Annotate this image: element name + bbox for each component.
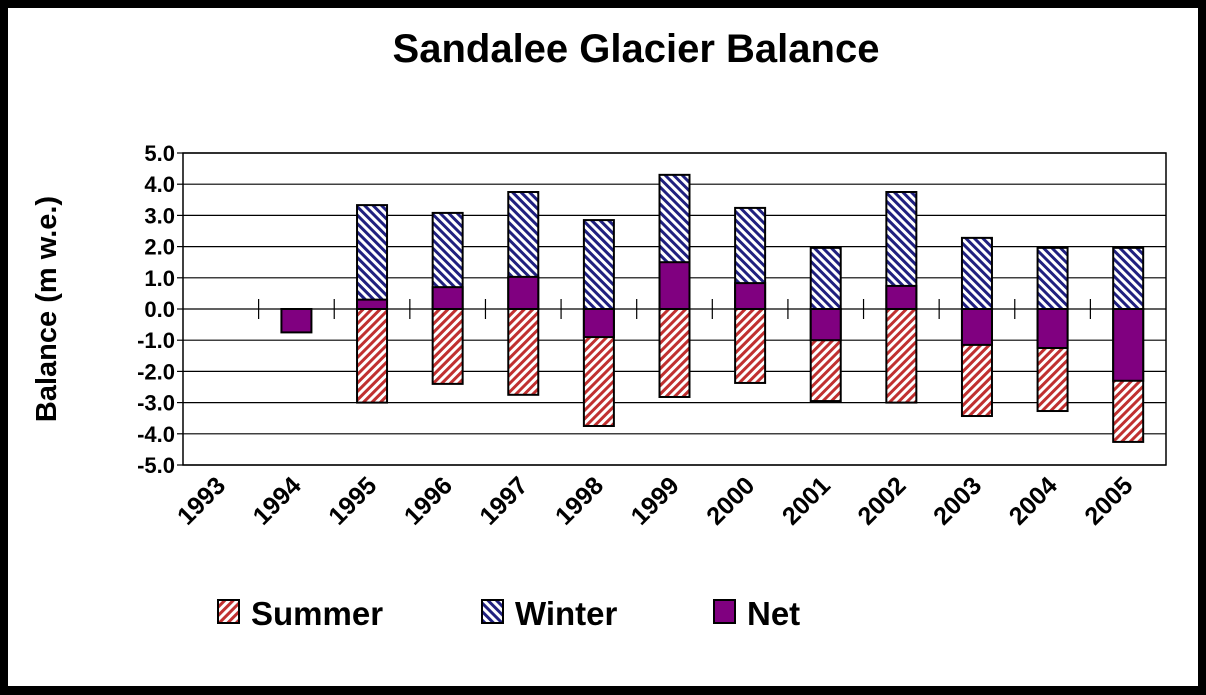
net-legend-label: Net — [747, 595, 800, 632]
net-bar — [507, 275, 540, 311]
y-tick-label: 1.0 — [144, 266, 175, 291]
winter-bar — [1112, 246, 1145, 311]
y-tick-label: 2.0 — [144, 235, 175, 260]
summer-bar — [507, 308, 540, 396]
summer-bar — [431, 308, 464, 385]
net-bar — [734, 282, 767, 311]
y-tick-label: 3.0 — [144, 203, 175, 228]
winter-legend-swatch — [481, 599, 504, 624]
y-tick-label: -4.0 — [137, 422, 175, 447]
winter-bar — [1036, 246, 1069, 311]
net-bar — [960, 308, 993, 346]
y-tick-label: -5.0 — [137, 453, 175, 478]
net-bar — [1036, 308, 1069, 349]
net-legend-swatch — [713, 599, 736, 624]
summer-bar — [734, 308, 767, 384]
summer-legend-label: Summer — [251, 595, 383, 632]
chart-title: Sandalee Glacier Balance — [393, 27, 880, 71]
winter-bar — [960, 236, 993, 310]
summer-bar — [356, 308, 389, 404]
net-bar — [356, 298, 389, 311]
net-bar — [431, 286, 464, 311]
net-bar — [582, 308, 615, 339]
y-tick-label: -1.0 — [137, 328, 175, 353]
y-tick-label: 4.0 — [144, 172, 175, 197]
net-bar — [280, 308, 313, 334]
y-tick-label: -3.0 — [137, 391, 175, 416]
net-bar — [658, 261, 691, 311]
winter-bar — [809, 246, 842, 311]
summer-bar — [885, 308, 918, 404]
summer-legend-swatch — [217, 599, 240, 624]
net-bar — [885, 284, 918, 310]
winter-legend-label: Winter — [515, 595, 618, 632]
y-tick-label: 5.0 — [144, 141, 175, 166]
net-bar — [1112, 308, 1145, 382]
winter-bar — [356, 204, 389, 311]
net-bar — [809, 308, 842, 342]
y-tick-label: -2.0 — [137, 359, 175, 384]
y-tick-label: 0.0 — [144, 297, 175, 322]
winter-bar — [582, 219, 615, 310]
summer-bar — [658, 308, 691, 398]
y-axis-label: Balance (m w.e.) — [31, 196, 63, 422]
